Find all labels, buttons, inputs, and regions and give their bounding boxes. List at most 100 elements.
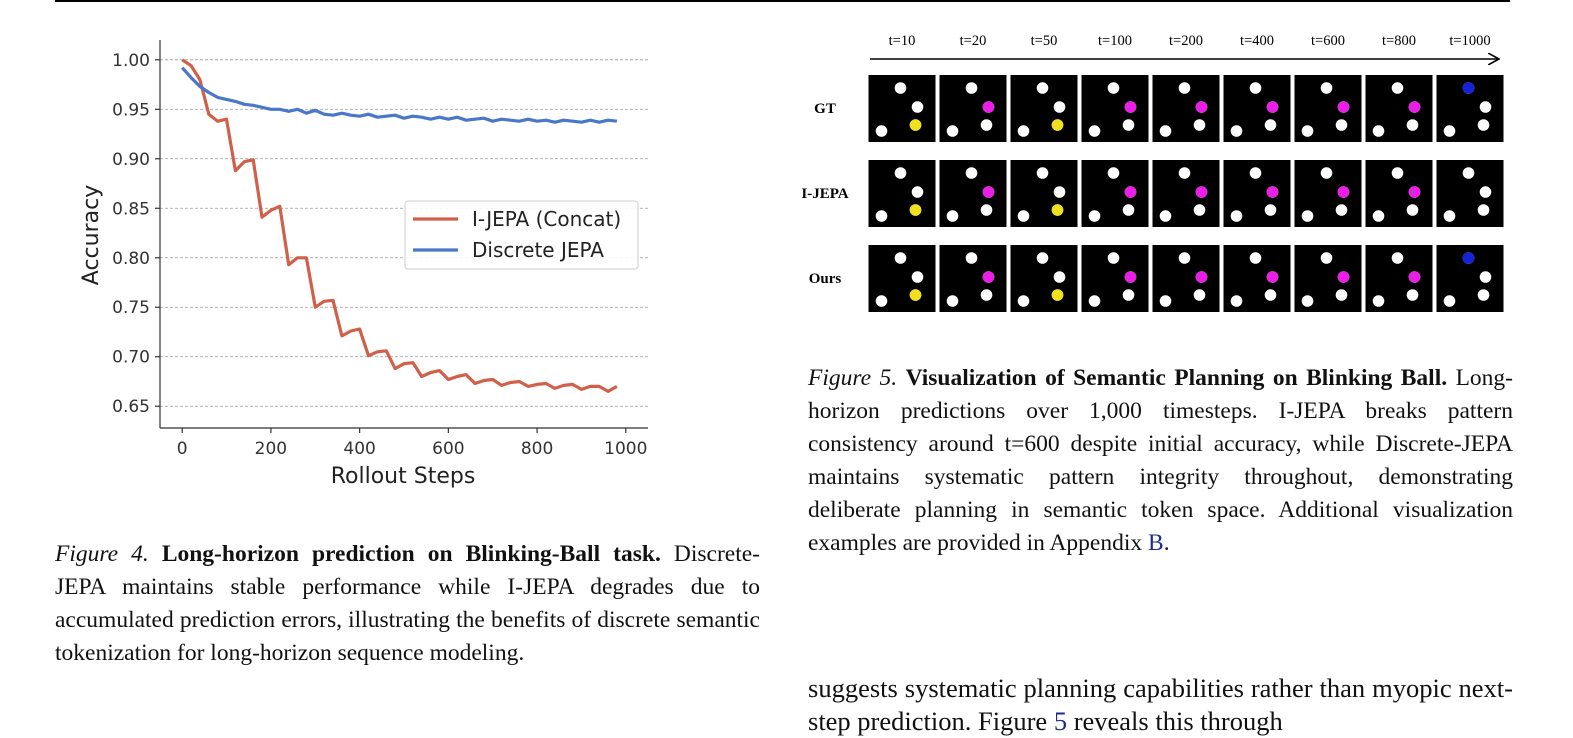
blinking-ball-yellow [1051,289,1064,301]
white-ball [946,295,959,307]
white-ball [1159,295,1172,307]
white-ball [1230,295,1243,307]
legend-label: I-JEPA (Concat) [472,207,621,231]
timestep-headers: t=10 t=20 t=50 t=100 t=200 t=400 t=600 t=800 t=1… [889,33,1491,49]
row-label: GT [814,101,836,117]
white-ball [1088,295,1101,307]
white-ball [1477,204,1490,216]
blinking-ball-magenta [1337,271,1350,283]
white-ball [946,125,959,137]
white-ball [1107,82,1120,94]
x-tick-label: 600 [432,439,464,459]
white-ball [894,82,907,94]
blinking-ball-blue [1462,82,1475,94]
white-ball [1193,204,1206,216]
white-ball [1017,295,1030,307]
blinking-ball-yellow [909,204,922,216]
blinking-ball-magenta [1337,186,1350,198]
white-ball [1320,82,1333,94]
white-ball [965,167,978,179]
row-label: Ours [809,271,842,287]
timestep-label: t=600 [1311,33,1345,49]
white-ball [1301,210,1314,222]
white-ball [894,252,907,264]
white-ball [1053,271,1066,283]
figure-5-title: Visualization of Semantic Planning on Bl… [905,365,1448,391]
white-ball [1391,82,1404,94]
white-ball [1391,252,1404,264]
white-ball [1406,289,1419,301]
blinking-ball-yellow [1051,119,1064,131]
white-ball [1178,82,1191,94]
white-ball [1122,204,1135,216]
x-tick-label: 800 [521,439,553,459]
figure-4-chart: 0.65 0.70 0.75 0.80 0.85 0.90 0.95 1.00 0 200 400 6… [79,40,648,489]
top-rule [55,0,1510,2]
blinking-ball-magenta [982,271,995,283]
white-ball [1372,210,1385,222]
blinking-ball-magenta [1124,101,1137,113]
white-ball [1264,204,1277,216]
x-tick-label: 1000 [604,439,647,459]
white-ball [1443,210,1456,222]
row-label: I-JEPA [801,186,848,202]
figure-5-caption-text: Long-horizon predictions over 1,000 time… [808,365,1514,556]
y-tick-label: 0.95 [112,100,150,120]
white-ball [980,119,993,131]
figure-5-label: Figure 5. [808,365,898,391]
timestep-label: t=800 [1382,33,1416,49]
legend-label: Discrete JEPA [472,238,604,262]
figure-5-caption-end: . [1163,530,1170,556]
white-ball [1301,125,1314,137]
white-ball [1178,252,1191,264]
white-ball [911,186,924,198]
white-ball [1335,204,1348,216]
timestep-label: t=50 [1031,33,1058,49]
white-ball [1017,210,1030,222]
blinking-ball-blue [1462,252,1475,264]
white-ball [1335,119,1348,131]
white-ball [1264,119,1277,131]
body-text-before: suggests systematic planning capabilitie… [808,673,1513,736]
chart-legend: I-JEPA (Concat) Discrete JEPA [404,200,639,270]
figure-ref-link[interactable]: 5 [1053,706,1068,736]
white-ball [1477,289,1490,301]
blinking-ball-magenta [1195,101,1208,113]
white-ball [1053,186,1066,198]
blinking-ball-magenta [1408,186,1421,198]
white-ball [1301,295,1314,307]
y-tick-label: 0.65 [112,397,150,417]
white-ball [1391,167,1404,179]
white-ball [1122,119,1135,131]
white-ball [1088,210,1101,222]
timestep-label: t=200 [1169,33,1203,49]
y-tick-label: 0.70 [112,348,150,368]
white-ball [911,271,924,283]
y-tick-label: 0.80 [112,249,150,269]
blinking-ball-magenta [982,186,995,198]
white-ball [1193,289,1206,301]
white-ball [1036,167,1049,179]
appendix-link[interactable]: B [1148,530,1164,556]
white-ball [1122,289,1135,301]
x-tick-label: 400 [343,439,375,459]
timestep-label: t=400 [1240,33,1274,49]
white-ball [1249,82,1262,94]
white-ball [1159,210,1172,222]
white-ball [1462,167,1475,179]
timestep-label: t=1000 [1449,33,1490,49]
blinking-ball-magenta [982,101,995,113]
timestep-label: t=20 [960,33,987,49]
figure-5-caption: Figure 5. Visualization of Semantic Plan… [808,362,1513,560]
legend-box [404,200,639,270]
blinking-ball-magenta [1266,101,1279,113]
chart-ticks: 0.65 0.70 0.75 0.80 0.85 0.90 0.95 1.00 0 200 400 6… [112,51,647,459]
figure-5-grid: t=10 t=20 t=50 t=100 t=200 t=400 t=600 t=800 t=1… [801,33,1504,312]
white-ball [911,101,924,113]
blinking-ball-yellow [909,119,922,131]
y-tick-label: 1.00 [112,51,150,71]
white-ball [1479,101,1492,113]
white-ball [1036,82,1049,94]
white-ball [875,295,888,307]
white-ball [1320,252,1333,264]
